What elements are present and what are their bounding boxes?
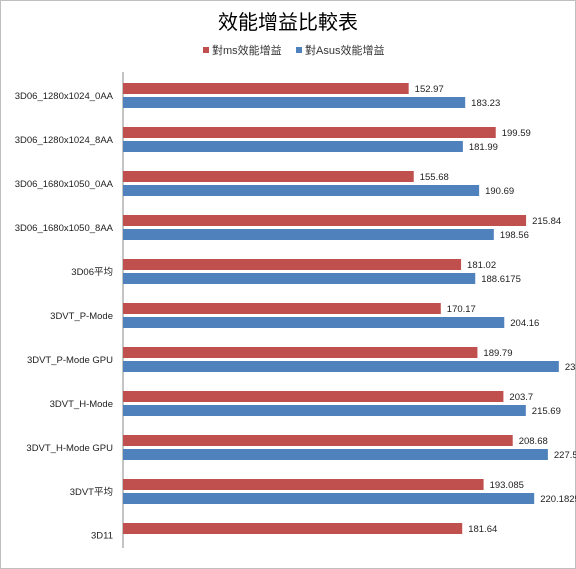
bar-asus (123, 229, 494, 240)
category-label: 3D06_1280x1024_0AA (15, 91, 114, 102)
bar-asus (123, 97, 466, 108)
chart-title: 效能增益比較表 (218, 10, 358, 34)
value-label-ms: 199.59 (502, 128, 531, 139)
bar-asus (123, 317, 505, 328)
category-label: 3D06_1680x1050_0AA (15, 179, 114, 190)
value-label-ms: 193.085 (490, 480, 524, 491)
value-label-ms: 208.68 (519, 436, 548, 447)
bar-ms (123, 127, 496, 138)
bar-ms (123, 171, 414, 182)
value-label-ms: 155.68 (420, 172, 449, 183)
bar-asus (123, 405, 526, 416)
value-label-ms: 181.02 (467, 260, 496, 271)
value-label-ms: 181.64 (468, 524, 497, 535)
legend-swatch-ms (203, 47, 209, 53)
legend-label-asus: 對Asus效能增益 (305, 43, 384, 57)
bar-ms (123, 479, 484, 490)
category-label: 3DVT_H-Mode (50, 399, 113, 410)
bar-asus (123, 141, 463, 152)
legend: 對ms效能增益 對Asus效能增益 (203, 43, 384, 57)
value-label-asus: 188.6175 (481, 274, 521, 285)
bar-ms (123, 259, 462, 270)
legend-label-ms: 對ms效能增益 (212, 43, 282, 57)
bar-ms (123, 435, 513, 446)
legend-swatch-asus (296, 47, 302, 53)
value-label-ms: 189.79 (483, 348, 512, 359)
value-label-asus: 227.51 (554, 450, 576, 461)
bar-ms (123, 347, 478, 358)
category-label: 3DVT_H-Mode GPU (26, 443, 113, 454)
category-label: 3DVT_P-Mode GPU (27, 355, 113, 366)
category-label: 3D06_1280x1024_8AA (15, 135, 114, 146)
bar-asus (123, 493, 535, 504)
value-label-asus: 215.69 (532, 406, 561, 417)
value-label-asus: 233.37 (565, 362, 576, 373)
value-label-asus: 204.16 (510, 318, 539, 329)
category-label: 3DVT平均 (70, 486, 113, 498)
category-label: 3DVT_P-Mode (50, 311, 113, 322)
bar-ms (123, 391, 504, 402)
bar-asus (123, 361, 559, 372)
value-label-asus: 220.1825 (540, 494, 576, 505)
value-label-ms: 203.7 (509, 392, 533, 403)
value-label-ms: 170.17 (447, 304, 476, 315)
bar-ms (123, 523, 463, 534)
value-label-ms: 215.84 (532, 216, 561, 227)
bar-ms (123, 215, 527, 226)
plot-area: 3D06_1280x1024_0AA 152.97 183.23 3D06_1280x… (15, 83, 576, 542)
bar-ms (123, 83, 409, 94)
bar-ms (123, 303, 441, 314)
value-label-asus: 183.23 (471, 98, 500, 109)
value-label-asus: 181.99 (469, 142, 498, 153)
value-label-ms: 152.97 (415, 84, 444, 95)
bar-asus (123, 273, 476, 284)
value-label-asus: 190.69 (485, 186, 514, 197)
value-label-asus: 198.56 (500, 230, 529, 241)
category-label: 3D06_1680x1050_8AA (15, 223, 114, 234)
bar-asus (123, 185, 480, 196)
bar-asus (123, 449, 548, 460)
category-label: 3D11 (91, 531, 113, 542)
category-label: 3D06平均 (71, 266, 113, 278)
